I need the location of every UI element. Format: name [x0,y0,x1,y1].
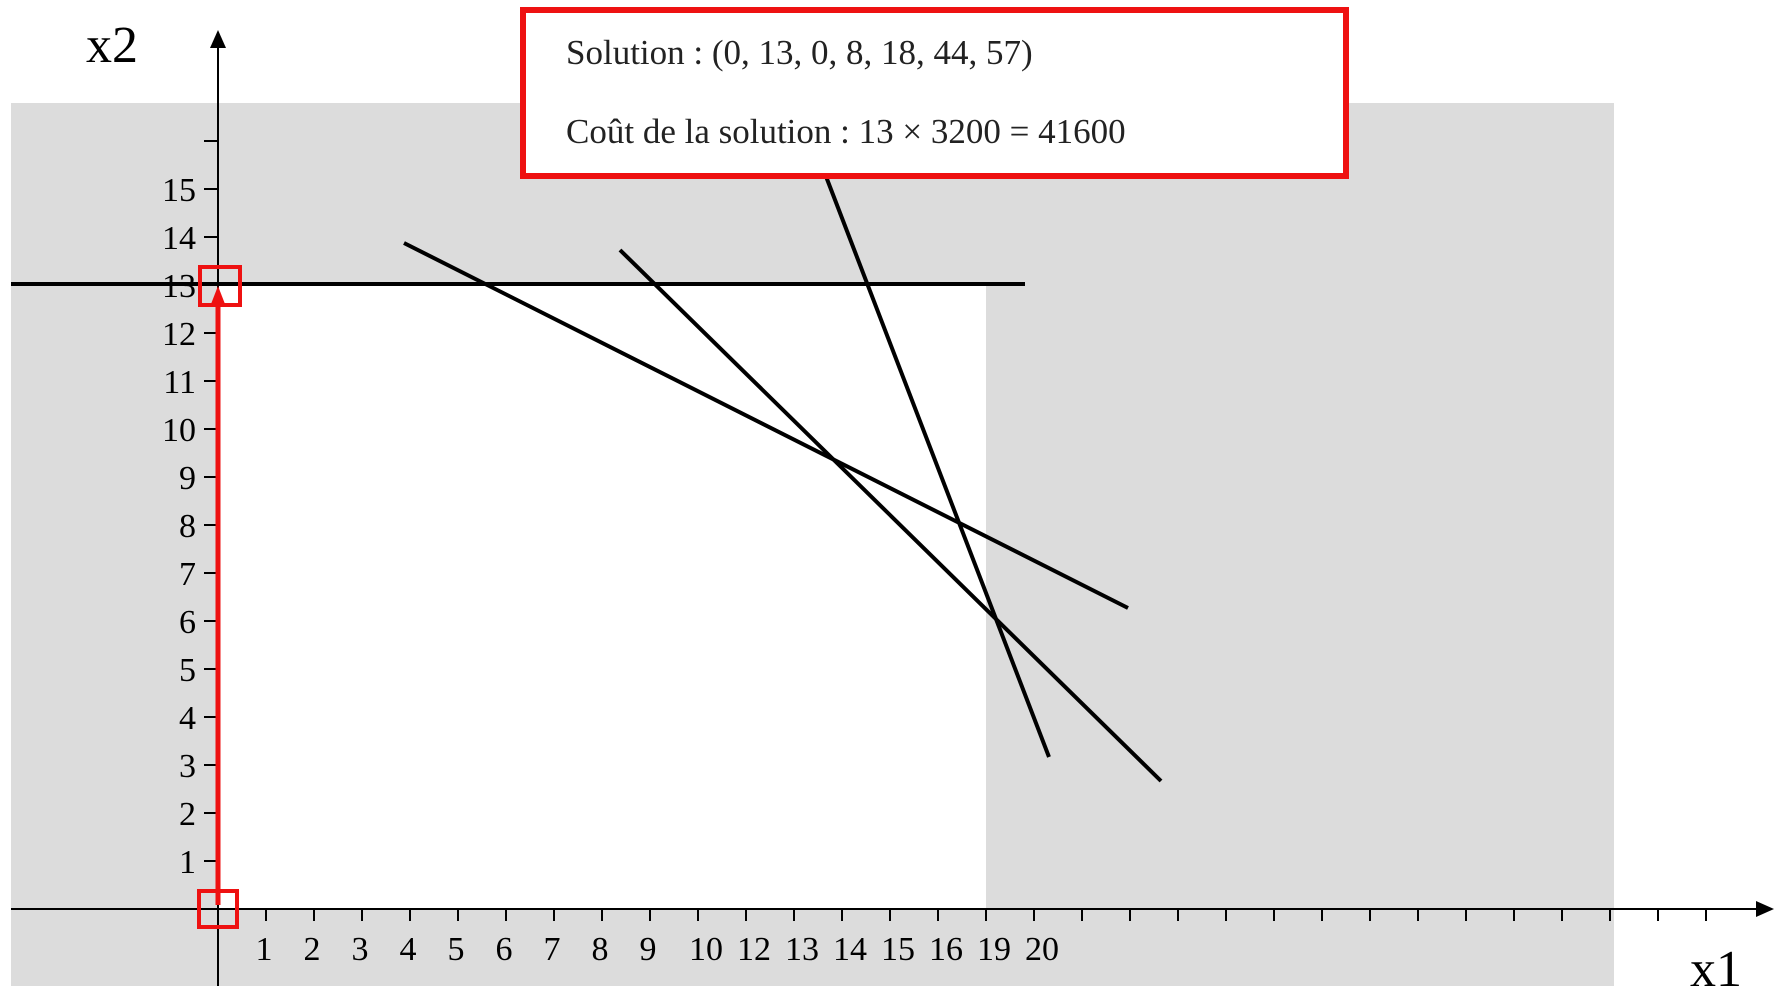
y-tick-label: 6 [179,604,196,641]
y-tick-label: 7 [179,556,196,593]
x-tick-label: 3 [352,931,369,968]
y-axis: 1 2 3 4 5 6 7 8 9 10 11 12 13 14 15 x2 [86,17,226,986]
y-tick-label: 4 [179,700,196,737]
feasible-region [218,284,986,908]
solution-box: Solution : (0, 13, 0, 8, 18, 44, 57) Coû… [520,7,1349,179]
solution-vector-text: Solution : (0, 13, 0, 8, 18, 44, 57) [566,33,1033,72]
y-tick-label: 1 [179,844,196,881]
y-tick-label: 2 [179,796,196,833]
x-tick-label: 14 [833,931,867,968]
y-tick-label: 8 [179,508,196,545]
x-tick-label: 13 [785,931,819,968]
x-tick-label: 8 [592,931,609,968]
x-tick-label: 9 [640,931,657,968]
x-tick-label: 1 [256,931,273,968]
y-tick-label: 14 [162,220,196,257]
constraint-line-medium [618,248,1163,783]
origin-marker [197,889,239,929]
constraint-line-shallow [403,241,1129,610]
y-axis-arrowhead [210,30,226,48]
x-axis-title: x1 [1690,941,1742,986]
y-tick-label: 10 [162,412,196,449]
y-tick-label: 3 [179,748,196,785]
x-tick-label: 12 [737,931,771,968]
solution-path-arrowhead [211,286,225,304]
constraint-line-steep [820,165,1051,758]
y-tick-label: 11 [163,364,196,401]
x-axis-arrowhead [1756,901,1774,917]
y-tick-label: 9 [179,460,196,497]
x-tick-label: 16 [929,931,963,968]
solution-point-marker [198,265,242,307]
y-tick-label: 12 [162,316,196,353]
x-tick-label: 5 [448,931,465,968]
x-tick-label: 19 [977,931,1011,968]
y-tick-label: 13 [162,268,196,305]
solution-cost-text: Coût de la solution : 13 × 3200 = 41600 [566,112,1126,151]
x-tick-label: 10 [689,931,723,968]
x-tick-label: 7 [544,931,561,968]
y-tick-labels: 1 2 3 4 5 6 7 8 9 10 11 12 13 14 15 [162,172,196,881]
solution-box-frame [520,7,1349,179]
solution-path [197,265,242,929]
x-axis: 1 2 3 4 5 6 7 8 9 10 12 13 14 15 16 19 2… [11,901,1774,986]
y-tick-label: 15 [162,172,196,209]
x-tick-label: 6 [496,931,513,968]
constraint-lines [11,165,1163,783]
x-tick-label: 15 [881,931,915,968]
x-tick-labels: 1 2 3 4 5 6 7 8 9 10 12 13 14 15 16 19 2… [256,931,1060,968]
y-axis-title: x2 [86,17,138,74]
x-tick-label: 4 [400,931,417,968]
x-axis-ticks [265,909,1707,921]
x-tick-label: 20 [1025,931,1059,968]
x-tick-label: 2 [304,931,321,968]
y-tick-label: 5 [179,652,196,689]
